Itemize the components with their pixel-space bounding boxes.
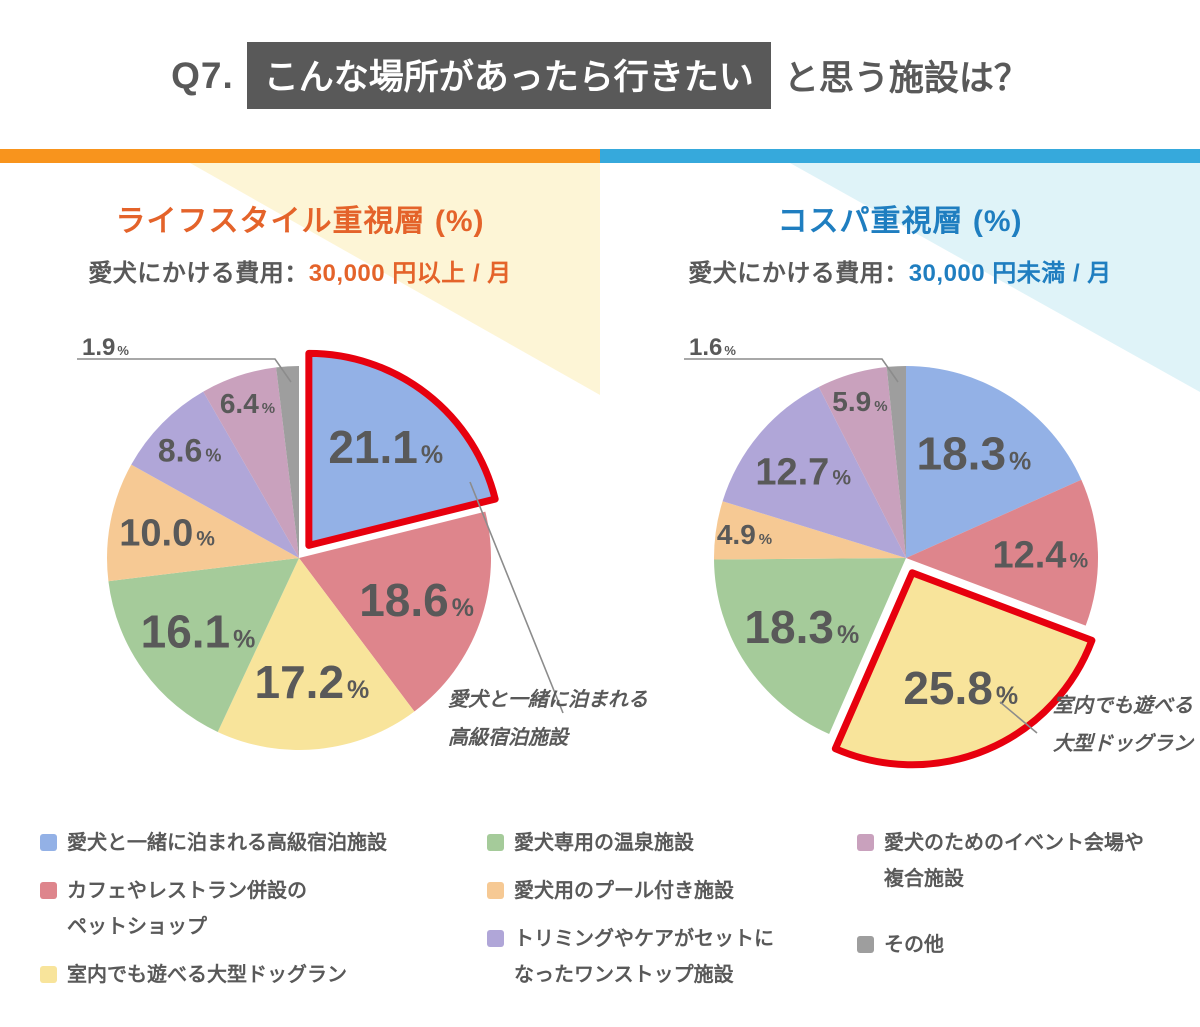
title-highlight-box: こんな場所があったら行きたい [246, 42, 771, 109]
panel-heading-cospa: コスパ重視層 (%) [777, 205, 1023, 238]
accent-bar-right [600, 149, 1200, 163]
legend-label: 愛犬と一緒に泊まれる高級宿泊施設 [67, 832, 387, 854]
pie-slice [818, 366, 906, 558]
subtitle-value-lifestyle: 30,000 円以上 / 月 [308, 260, 512, 287]
title-suffix: と思う施設は？ [783, 59, 1029, 98]
legend-label: 愛犬用のプール付き施設 [514, 880, 734, 902]
pie-value-label: 18.6% [359, 574, 474, 626]
highlight-annotation-text: 高級宿泊施設 [448, 726, 570, 749]
panel-header-lifestyle: ライフスタイル重視層 (%) 愛犬にかける費用：30,000 円以上 / 月 [0, 196, 600, 288]
pie-value-label: 21.1% [328, 421, 443, 473]
legend-swatch [487, 882, 504, 899]
accent-bar-left [0, 149, 600, 163]
title-prefix: Q7. [171, 54, 234, 96]
pie-chart-cospa: 18.3 %12.4 %25.8 %18.3 %4.9 %12.7 %5.9 %1.6 %室内で… [684, 334, 1195, 769]
subtitle-value-cospa: 30,000 円未満 / 月 [908, 260, 1112, 287]
outside-label-leader-line [684, 358, 899, 383]
legend-swatch [40, 966, 57, 983]
highlight-annotation-text: 大型ドッグラン [1053, 732, 1195, 755]
pie-slice [217, 558, 415, 751]
pie-slice [131, 391, 299, 558]
pie-slice-highlighted [305, 349, 499, 549]
pie-value-label: 17.2% [255, 656, 370, 708]
legend-label: 愛犬専用の温泉施設 [514, 832, 694, 854]
pie-slice [714, 558, 906, 734]
pie-value-label: 4.9% [717, 519, 772, 550]
page-title: Q7. こんな場所があったら行きたい と思う施設は？ [0, 42, 1200, 109]
legend-item: 室内でも遊べる大型ドッグラン [40, 957, 480, 993]
pie-slice [108, 558, 299, 732]
legend: 愛犬と一緒に泊まれる高級宿泊施設カフェやレストラン併設の ペットショップ室内でも遊… [0, 825, 1200, 1025]
subtitle-label-lifestyle: 愛犬にかける費用： [88, 260, 309, 287]
legend-item: その他 [857, 927, 1192, 963]
pie-value-label: 12.4% [992, 534, 1088, 576]
pie-slice [886, 366, 906, 558]
subtitle-label-cospa: 愛犬にかける費用： [688, 260, 909, 287]
pie-value-label: 18.3% [744, 601, 859, 653]
legend-swatch [857, 834, 874, 851]
pie-slice [299, 511, 492, 712]
pie-value-label: 18.3% [917, 427, 1032, 479]
annotation-leader-line [999, 701, 1038, 734]
legend-column-1: 愛犬と一緒に泊まれる高級宿泊施設カフェやレストラン併設の ペットショップ室内でも遊… [40, 825, 480, 1005]
legend-swatch [857, 936, 874, 953]
pie-value-label: 10.0% [119, 513, 215, 555]
highlight-annotation-text: 室内でも遊べる [1053, 694, 1193, 717]
pie-value-label: 5.9% [832, 386, 887, 417]
pie-slice-highlighted [831, 569, 1096, 769]
legend-item: 愛犬用のプール付き施設 [487, 873, 842, 909]
bg-triangle-left [190, 163, 600, 395]
panel-heading-lifestyle: ライフスタイル重視層 (%) [115, 205, 485, 238]
legend-item: カフェやレストラン併設の ペットショップ [40, 873, 480, 945]
pie-slice [906, 366, 1082, 558]
legend-swatch [487, 834, 504, 851]
legend-column-2: 愛犬専用の温泉施設愛犬用のプール付き施設トリミングやケアがセットに なったワンスト… [487, 825, 842, 1005]
pie-slice [203, 367, 299, 558]
legend-item: 愛犬専用の温泉施設 [487, 825, 842, 861]
pie-slice [276, 366, 299, 558]
pie-outside-value-label: 1.9% [82, 334, 129, 361]
legend-label: トリミングやケアがセットに なったワンストップ施設 [514, 928, 774, 986]
legend-label: その他 [884, 934, 944, 956]
pie-slice [906, 479, 1099, 626]
legend-label: 愛犬のためのイベント会場や 複合施設 [884, 832, 1144, 890]
panel-header-cospa: コスパ重視層 (%) 愛犬にかける費用：30,000 円未満 / 月 [600, 196, 1200, 288]
bg-triangle-right [790, 163, 1200, 392]
pie-chart-lifestyle: 21.1 % 18.6 % 17.2 %16.1 % 10.0 % 8.6 % 6.4 % 1.9 % 愛犬と… [77, 334, 648, 751]
legend-label: 室内でも遊べる大型ドッグラン [67, 964, 347, 986]
pie-slice [722, 386, 906, 558]
legend-item: 愛犬と一緒に泊まれる高級宿泊施設 [40, 825, 480, 861]
pie-value-label: 8.6% [158, 432, 222, 468]
highlight-annotation-text: 愛犬と一緒に泊まれる [448, 688, 648, 711]
legend-swatch [40, 882, 57, 899]
panel-subtitle-lifestyle: 愛犬にかける費用：30,000 円以上 / 月 [0, 253, 600, 288]
legend-label: カフェやレストラン併設の ペットショップ [67, 880, 307, 938]
outside-label-leader-line [77, 358, 292, 383]
legend-item: 愛犬のためのイベント会場や 複合施設 [857, 825, 1192, 897]
pie-value-label: 6.4% [220, 388, 275, 419]
legend-swatch [40, 834, 57, 851]
pie-value-label: 16.1% [141, 605, 256, 657]
legend-swatch [487, 930, 504, 947]
pie-slice [714, 501, 906, 560]
legend-item: トリミングやケアがセットに なったワンストップ施設 [487, 921, 842, 993]
pie-slice [107, 464, 300, 582]
legend-column-3: 愛犬のためのイベント会場や 複合施設その他 [857, 825, 1192, 993]
pie-outside-value-label: 1.6% [689, 334, 736, 361]
pie-value-label: 12.7% [755, 452, 851, 494]
annotation-leader-line [469, 481, 564, 714]
panel-subtitle-cospa: 愛犬にかける費用：30,000 円未満 / 月 [600, 253, 1200, 288]
